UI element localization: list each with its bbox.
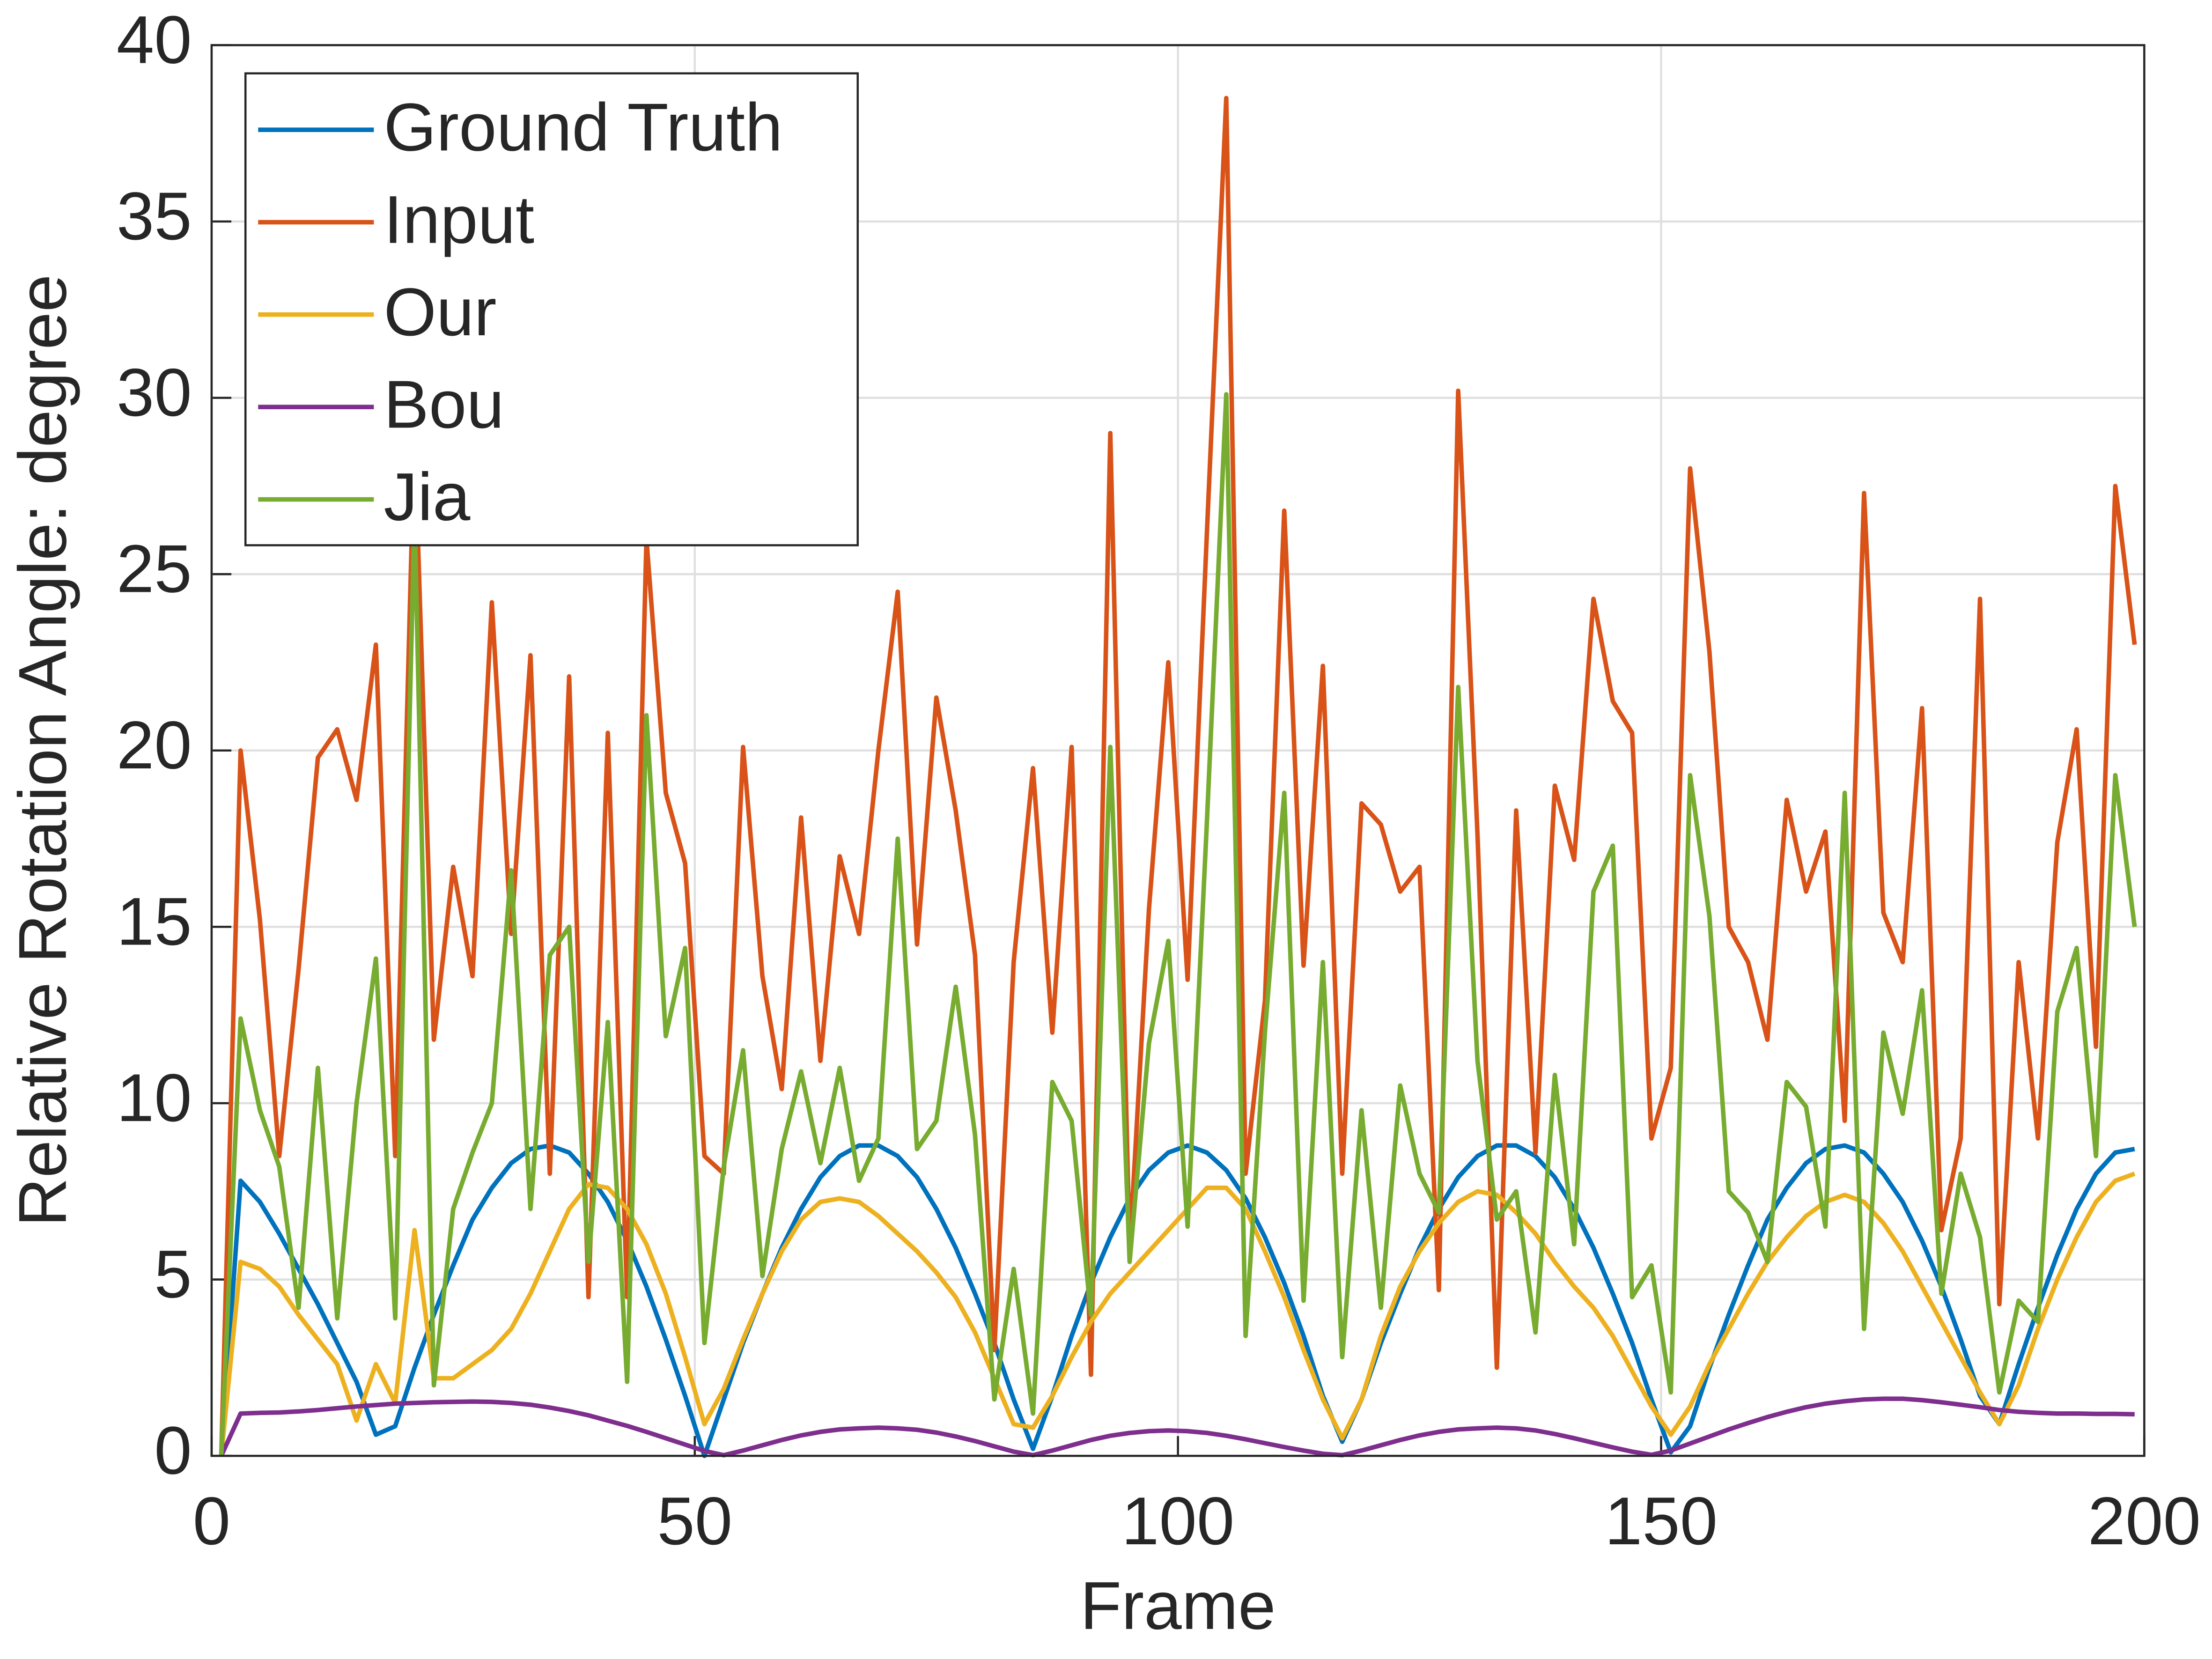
y-tick-label: 25 bbox=[117, 531, 192, 606]
x-tick-label: 100 bbox=[1121, 1483, 1234, 1559]
legend-label: Bou bbox=[383, 366, 504, 442]
x-tick-label: 150 bbox=[1605, 1483, 1718, 1559]
x-tick-label: 50 bbox=[657, 1483, 732, 1559]
y-tick-label: 0 bbox=[154, 1412, 192, 1488]
y-tick-label: 5 bbox=[154, 1236, 192, 1312]
x-tick-label: 0 bbox=[193, 1483, 230, 1559]
series-line bbox=[219, 392, 2137, 1456]
y-tick-label: 20 bbox=[117, 707, 192, 783]
y-tick-label: 35 bbox=[117, 178, 192, 254]
legend-box bbox=[244, 72, 859, 546]
y-tick-label: 10 bbox=[117, 1060, 192, 1135]
x-axis-label: Frame bbox=[1080, 1568, 1276, 1644]
legend-label: Ground Truth bbox=[383, 89, 782, 165]
y-tick-label: 15 bbox=[117, 884, 192, 959]
y-tick-label: 40 bbox=[117, 2, 192, 78]
axes-box bbox=[210, 44, 2146, 1457]
series-line bbox=[219, 1396, 2135, 1458]
series-line bbox=[219, 1172, 2136, 1456]
y-axis-label: Relative Rotation Angle: degree bbox=[5, 274, 81, 1227]
y-tick-label: 30 bbox=[117, 354, 192, 430]
legend-label: Our bbox=[383, 274, 496, 350]
x-tick-label: 200 bbox=[2088, 1483, 2201, 1559]
legend-label: Jia bbox=[383, 459, 470, 535]
series-line bbox=[219, 96, 2137, 1456]
legend-label: Input bbox=[383, 182, 534, 258]
